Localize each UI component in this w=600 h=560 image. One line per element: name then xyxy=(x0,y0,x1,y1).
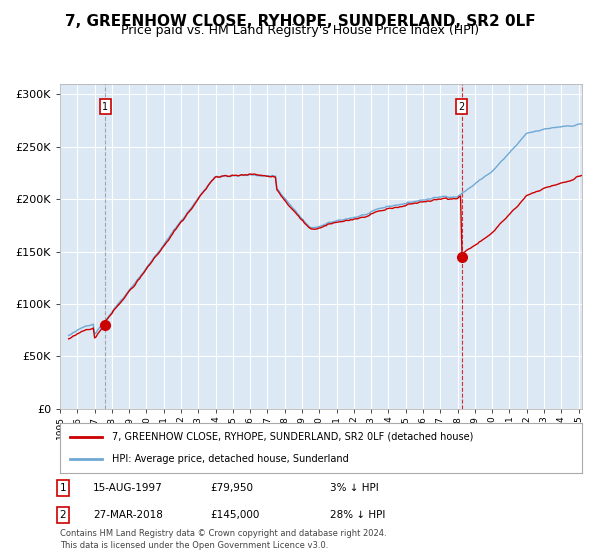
Text: 7, GREENHOW CLOSE, RYHOPE, SUNDERLAND, SR2 0LF: 7, GREENHOW CLOSE, RYHOPE, SUNDERLAND, S… xyxy=(65,14,535,29)
Text: £79,950: £79,950 xyxy=(210,483,253,493)
Text: HPI: Average price, detached house, Sunderland: HPI: Average price, detached house, Sund… xyxy=(112,454,349,464)
Text: 28% ↓ HPI: 28% ↓ HPI xyxy=(330,510,385,520)
Text: 1: 1 xyxy=(102,102,109,112)
Text: 2: 2 xyxy=(59,510,67,520)
Text: 2: 2 xyxy=(458,102,464,112)
Text: Price paid vs. HM Land Registry's House Price Index (HPI): Price paid vs. HM Land Registry's House … xyxy=(121,24,479,36)
Text: 7, GREENHOW CLOSE, RYHOPE, SUNDERLAND, SR2 0LF (detached house): 7, GREENHOW CLOSE, RYHOPE, SUNDERLAND, S… xyxy=(112,432,473,442)
Text: £145,000: £145,000 xyxy=(210,510,259,520)
Text: 1: 1 xyxy=(59,483,67,493)
Text: 3% ↓ HPI: 3% ↓ HPI xyxy=(330,483,379,493)
Text: 27-MAR-2018: 27-MAR-2018 xyxy=(93,510,163,520)
Text: 15-AUG-1997: 15-AUG-1997 xyxy=(93,483,163,493)
Text: Contains HM Land Registry data © Crown copyright and database right 2024.
This d: Contains HM Land Registry data © Crown c… xyxy=(60,529,386,550)
